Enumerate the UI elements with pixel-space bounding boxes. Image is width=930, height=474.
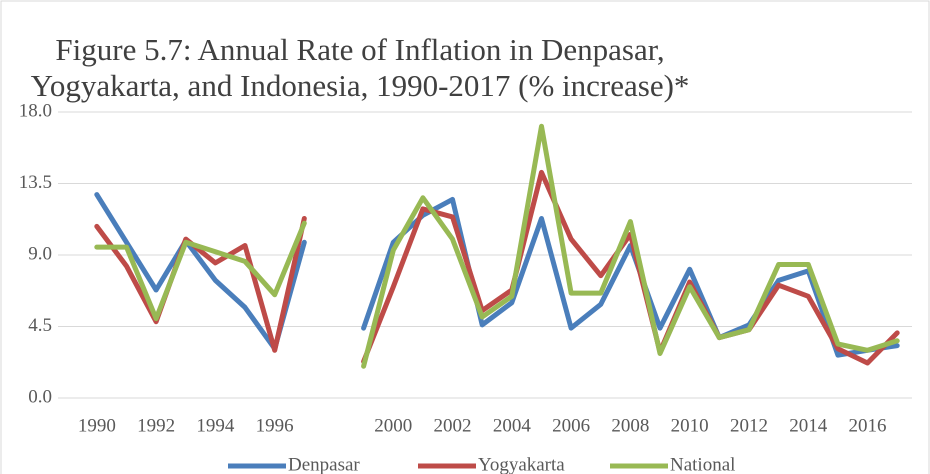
x-tick-label: 1990 — [78, 415, 116, 436]
legend-label: Yogyakarta — [478, 454, 565, 474]
x-tick-label: 2016 — [849, 415, 887, 436]
y-tick-label: 18.0 — [19, 100, 52, 121]
y-tick-label: 4.5 — [28, 315, 52, 336]
line — [94, 169, 900, 366]
x-tick-label: 1994 — [196, 415, 235, 436]
x-tick-label: 1996 — [256, 415, 294, 436]
x-tick-label: 2012 — [730, 415, 768, 436]
x-tick-label: 2000 — [374, 415, 412, 436]
x-tick-label: 1992 — [137, 415, 175, 436]
x-tick-label: 2006 — [552, 415, 590, 436]
y-tick-label: 9.0 — [28, 243, 52, 264]
legend-label: National — [670, 454, 735, 474]
legend-label: Denpasar — [288, 454, 360, 474]
y-tick-label: 0.0 — [28, 386, 52, 407]
chart-title: Figure 5.7: Annual Rate of Inflation in … — [30, 32, 690, 103]
y-tick-label: 13.5 — [19, 172, 52, 193]
x-tick-label: 2014 — [789, 415, 828, 436]
line — [94, 123, 900, 369]
x-tick-label: 2004 — [493, 415, 532, 436]
x-tick-label: 2008 — [611, 415, 649, 436]
x-tick-label: 2010 — [671, 415, 709, 436]
line — [94, 192, 900, 358]
x-tick-label: 2002 — [434, 415, 472, 436]
